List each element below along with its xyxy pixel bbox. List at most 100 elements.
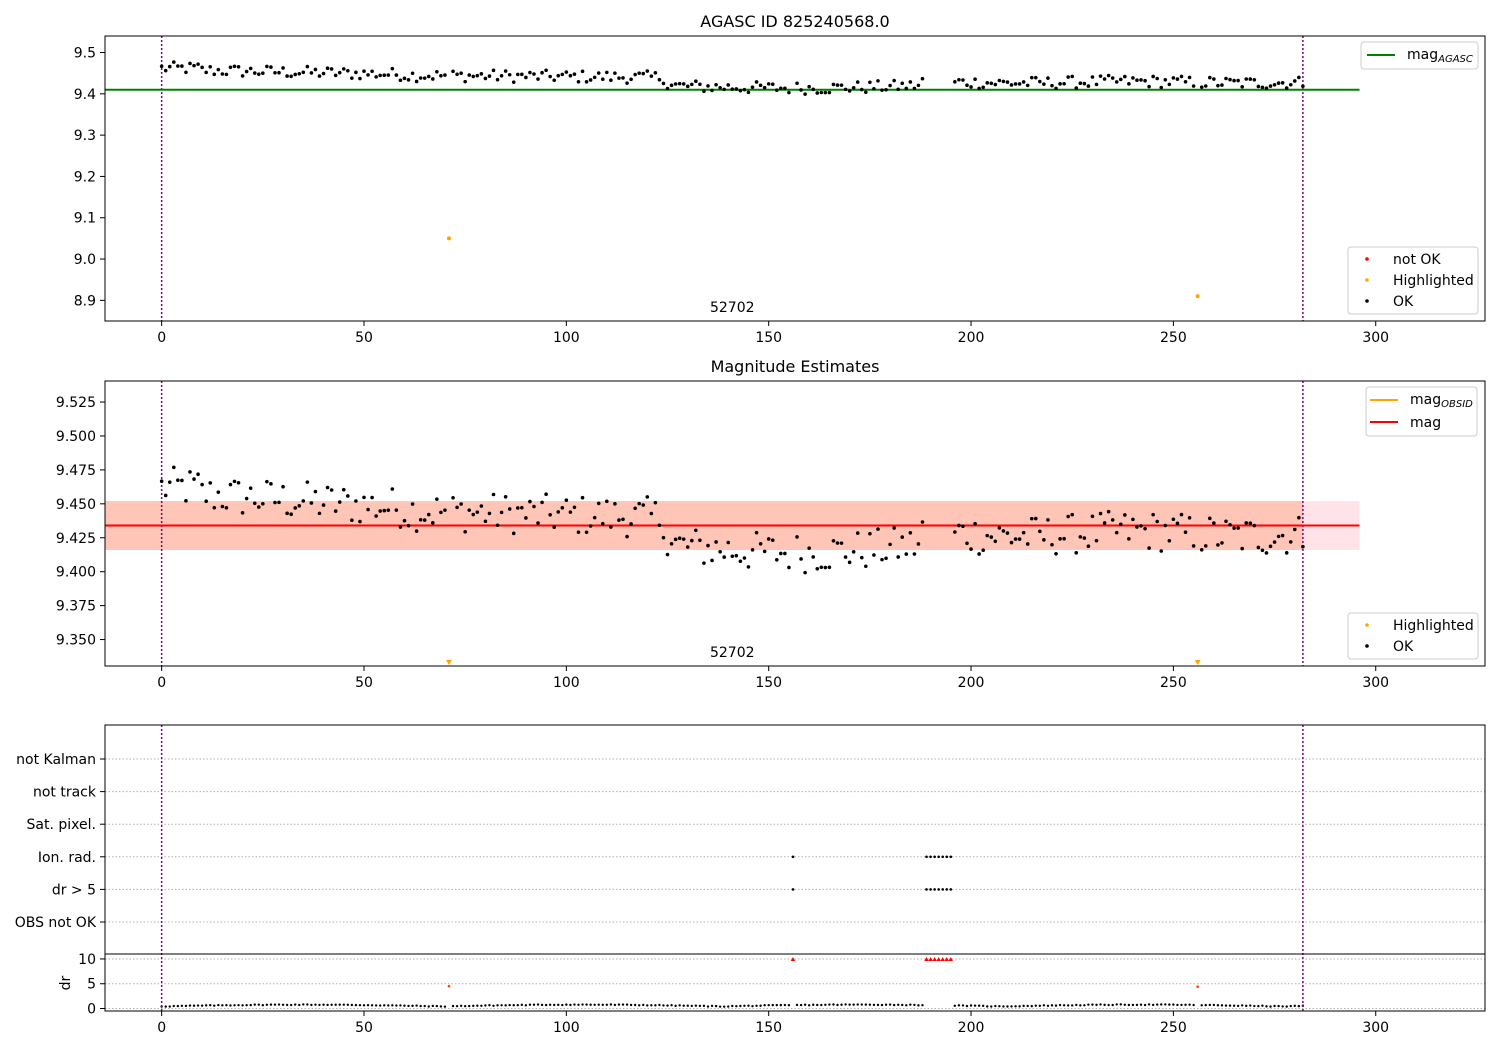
ok-point [422,76,427,80]
ok-point [892,526,896,530]
ok-point [552,525,557,530]
dr-point [504,1004,507,1007]
ok-point [382,508,387,513]
ok-point [1284,86,1289,90]
ok-point [1082,536,1087,540]
ok-point [184,499,188,503]
ok-point [969,547,973,551]
y-tick-label: 9.375 [56,599,96,615]
ok-point [1131,517,1135,522]
dr-clipped-marker [944,956,949,961]
ok-point [1179,74,1184,79]
ok-point [337,70,342,75]
dr-point [1249,1004,1252,1007]
dr-point [589,1003,592,1006]
ok-point [673,537,678,542]
ok-point [196,62,200,66]
dr-point [585,1003,588,1006]
ok-point [309,71,314,75]
ok-point [1013,537,1018,541]
ok-point [706,84,710,88]
dr-point [1091,1003,1094,1006]
ok-point [1123,513,1127,517]
ok-point [281,484,285,489]
ok-point [159,64,164,69]
ok-point [859,555,864,560]
dr-point [986,1005,989,1008]
legend-label: Highlighted [1393,618,1474,634]
ok-point [738,88,743,93]
ok-point [1147,546,1151,550]
axes-frame [104,380,1486,667]
ok-point [1276,81,1281,85]
dr-point [391,1004,394,1007]
dr-point [342,1003,345,1006]
ok-point [592,75,597,80]
ok-point [366,507,370,512]
ok-point [1220,541,1224,545]
ok-point [1102,521,1107,525]
dr-point [573,1003,576,1006]
ok-point [289,512,293,517]
legend-point-swatch [1365,644,1369,648]
ok-point [232,64,237,69]
dr-point [200,1004,204,1007]
ok-point [285,511,289,516]
ok-point [333,73,338,78]
ok-point [297,504,302,508]
dr-point [1245,1004,1248,1008]
ok-point [289,74,293,79]
flag-point [945,888,949,891]
ok-point [281,66,285,70]
dr-point [722,1005,726,1008]
ok-point [188,61,192,66]
dr-point [225,1004,228,1007]
dr-point [1014,1005,1017,1008]
ok-point [681,537,686,541]
ok-point [625,534,629,539]
ok-point [868,531,872,536]
ok-point [726,83,731,87]
dr-point [1095,1003,1098,1007]
ok-point [1163,77,1168,82]
ok-point [503,494,508,499]
ok-point [847,560,852,565]
ok-point [354,70,358,75]
dr-point [411,1004,414,1008]
ok-point [524,516,528,520]
ok-point [313,489,318,494]
ok-point [1118,522,1123,527]
ok-point [435,497,439,501]
ok-point [1143,78,1147,83]
flag-point [925,855,928,859]
dr-point [921,1004,924,1007]
dr-point [569,1003,572,1007]
dr-point [1147,1003,1151,1006]
legend-label: Highlighted [1393,273,1474,289]
dr-point [1200,1004,1203,1007]
ok-point [236,480,241,485]
ok-point [350,76,354,80]
ok-point [702,89,706,94]
ok-point [378,509,382,513]
ok-point [455,505,459,510]
flag-point [929,888,932,891]
dr-point [658,1003,661,1007]
ok-point [1066,514,1070,519]
flag-point [937,888,940,891]
ok-point [200,65,204,70]
dr-point [674,1004,677,1008]
ok-point [973,77,977,81]
dr-point [1135,1003,1139,1007]
ok-point [1167,82,1172,87]
dr-point [1107,1003,1110,1007]
axes-frame [104,724,1486,1012]
dr-point [1289,1004,1292,1008]
ok-point [989,81,994,86]
ok-point [706,543,710,548]
dr-point [463,1004,467,1008]
ok-point [1102,77,1107,81]
ok-point [843,87,848,92]
dr-point [913,1003,916,1007]
ok-point [649,511,654,516]
